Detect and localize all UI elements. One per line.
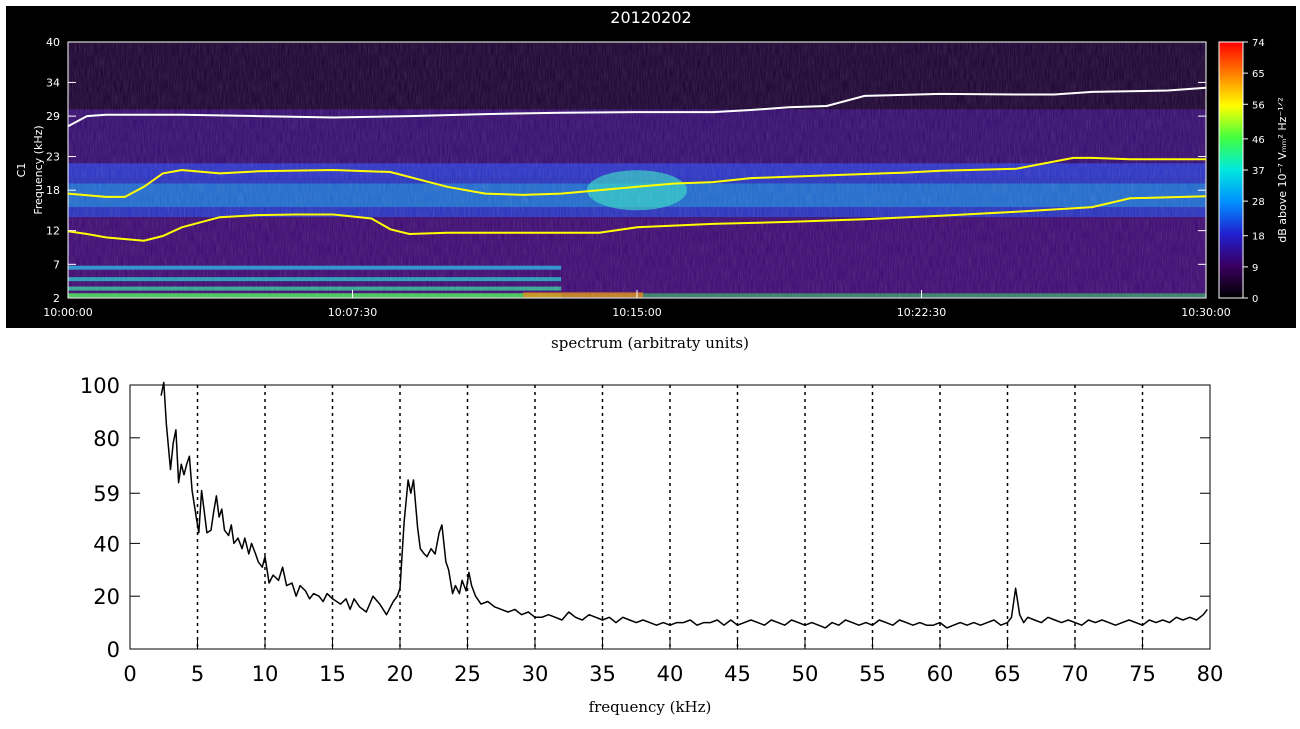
- spectrogram-xtick-label: 10:15:00: [612, 306, 661, 319]
- spectrum-vlines: [196, 385, 1144, 649]
- colorbar-axis: 0 9 18 28 37 46 56 65 74: [1243, 38, 1265, 305]
- spectrogram-ytick-label: 23: [46, 151, 60, 164]
- spectrum-ytick-label: 0: [107, 638, 120, 662]
- spectrogram-ytick-label: 40: [46, 36, 60, 49]
- spectrogram-lines: [68, 86, 1206, 242]
- spectrum-xtick-label: 0: [123, 662, 136, 686]
- spectrum-xtick-label: 70: [1062, 662, 1089, 686]
- colorbar-tick-label: 0: [1252, 294, 1258, 305]
- colorbar-tick-label: 56: [1252, 100, 1265, 111]
- colorbar-tick-label: 37: [1252, 166, 1265, 177]
- colorbar-tick-label: 46: [1252, 135, 1265, 146]
- spectrum-xtick-label: 55: [859, 662, 886, 686]
- colorbar-tick-label: 9: [1252, 263, 1258, 274]
- spectrum-xtick-label: 45: [724, 662, 751, 686]
- spectrum-x-axis: 0 5 10 15 20 25 30 35 40 45 50 55 60 65 70 75 80: [123, 639, 1223, 686]
- spectrum-xtick-label: 40: [657, 662, 684, 686]
- spectrogram-ytick-label: 18: [46, 184, 60, 197]
- colorbar-tick-label: 74: [1252, 38, 1265, 49]
- spectrum-xtick-label: 30: [522, 662, 549, 686]
- colorbar-label: dB above 10⁻⁷ Vₘₘ² Hz⁻¹ᐟ²: [1276, 97, 1289, 242]
- colorbar-tick-label: 28: [1252, 197, 1265, 208]
- spectrum-ytick-label: 59: [93, 482, 120, 506]
- spectrogram-xtick-label: 10:07:30: [328, 306, 377, 319]
- spectrum-xlabel: frequency (kHz): [588, 698, 712, 716]
- spectrogram-line-1: [68, 156, 1206, 198]
- spectrogram-panel: 20120202 2 7 12 18 23 29 34 40 10:00:00 10:07:30…: [6, 6, 1296, 328]
- spectrogram-ytick-label: 34: [46, 76, 60, 89]
- colorbar: [1218, 41, 1244, 299]
- spectrum-ytick-label: 20: [93, 585, 120, 609]
- spectrum-xtick-label: 75: [1129, 662, 1156, 686]
- spectrogram-ytick-label: 12: [46, 225, 60, 238]
- spectrum-xtick-label: 50: [792, 662, 819, 686]
- spectrum-xtick-label: 60: [927, 662, 954, 686]
- spectrum-series: [160, 381, 1208, 629]
- spectrogram-chart: 20120202 2 7 12 18 23 29 34 40 10:00:00 10:07:30…: [15, 8, 1289, 319]
- spectrum-xtick-label: 80: [1197, 662, 1224, 686]
- spectrogram-title: 20120202: [610, 8, 691, 27]
- spectrum-y-axis: 0 20 40 59 80 100: [80, 374, 1210, 662]
- spectrogram-xtick-label: 10:30:00: [1181, 306, 1230, 319]
- spectrogram-ylabel-c1: C1: [15, 163, 28, 178]
- spectrum-xtick-label: 20: [387, 662, 414, 686]
- spectrum-ytick-label: 100: [80, 374, 120, 398]
- spectrogram-ylabel: Frequency (kHz): [32, 125, 45, 214]
- spectrum-xtick-label: 10: [252, 662, 279, 686]
- spectrum-xtick-label: 65: [994, 662, 1021, 686]
- spectrum-ytick-label: 80: [93, 427, 120, 451]
- spectrogram-x-axis: 10:00:00 10:07:30 10:15:00 10:22:30 10:30:00: [43, 290, 1231, 319]
- spectrum-ytick-label: 40: [93, 532, 120, 556]
- spectrum-panel: 0 20 40 59 80 100 0 5 10 15 20 25 30 35 40 45 50 55 60 65 7…: [0, 360, 1300, 700]
- spectrum-xtick-label: 25: [454, 662, 481, 686]
- spectrogram-ytick-label: 29: [46, 110, 60, 123]
- spectrogram-xtick-label: 10:00:00: [43, 306, 92, 319]
- spectrum-title: spectrum (arbitraty units): [551, 334, 749, 352]
- spectrum-line-0: [160, 381, 1208, 629]
- spectrogram-line-2: [68, 195, 1206, 242]
- spectrogram-ytick-label: 2: [53, 292, 60, 305]
- spectrum-xtick-label: 35: [589, 662, 616, 686]
- spectrogram-y-axis: 2 7 12 18 23 29 34 40: [46, 36, 1206, 305]
- spectrogram-xtick-label: 10:22:30: [897, 306, 946, 319]
- spectrogram-ytick-label: 7: [53, 258, 60, 271]
- spectrogram-line-0: [68, 86, 1206, 128]
- colorbar-tick-label: 18: [1252, 232, 1265, 243]
- spectrum-xtick-label: 15: [319, 662, 346, 686]
- spectrum-xtick-label: 5: [191, 662, 204, 686]
- spectrum-chart: 0 20 40 59 80 100 0 5 10 15 20 25 30 35 40 45 50 55 60 65 7…: [80, 374, 1223, 686]
- colorbar-tick-label: 65: [1252, 69, 1265, 80]
